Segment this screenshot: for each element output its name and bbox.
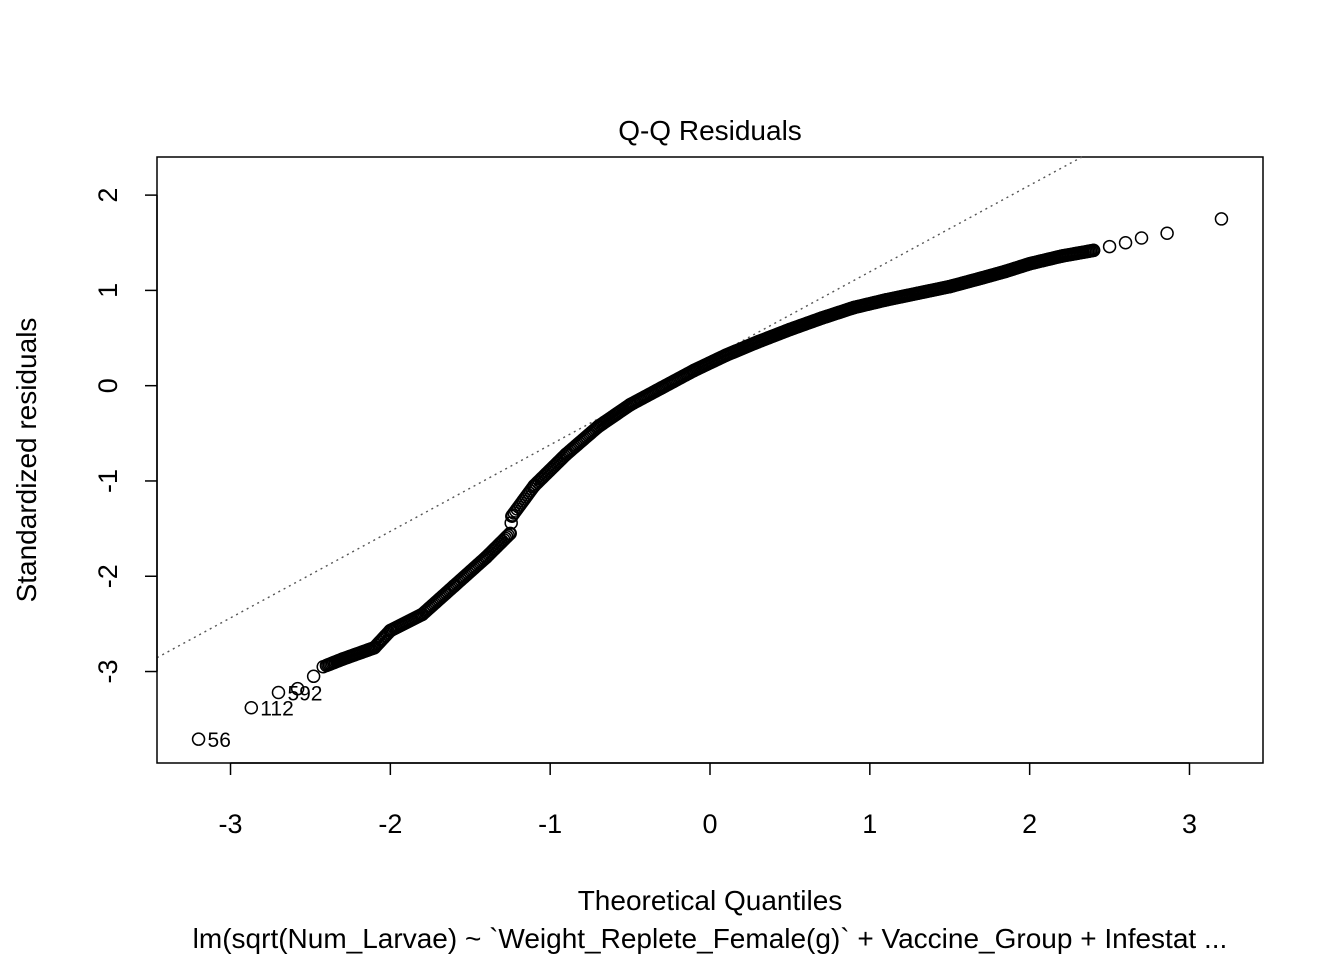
data-point bbox=[1134, 231, 1149, 245]
x-axis-label: Theoretical Quantiles bbox=[578, 885, 843, 916]
data-point bbox=[244, 700, 259, 715]
y-tick-label: -2 bbox=[93, 564, 123, 588]
point-id-label: 592 bbox=[287, 682, 322, 705]
x-tick-label: 3 bbox=[1182, 809, 1197, 839]
x-tick-label: 1 bbox=[862, 809, 877, 839]
x-tick-label: -1 bbox=[538, 809, 562, 839]
reference-line-layer bbox=[156, 156, 1083, 659]
x-tick-label: -2 bbox=[378, 809, 402, 839]
data-point bbox=[290, 681, 305, 696]
data-point bbox=[498, 531, 513, 546]
data-point bbox=[1214, 212, 1229, 226]
y-axis-label: Standardized residuals bbox=[11, 318, 42, 603]
data-point bbox=[504, 516, 518, 530]
point-id-label: 56 bbox=[208, 729, 231, 752]
data-point bbox=[1118, 236, 1133, 250]
data-point bbox=[502, 527, 517, 541]
model-formula-subtitle: lm(sqrt(Num_Larvae) ~ `Weight_Replete_Fe… bbox=[193, 923, 1228, 954]
y-axis: -3 -2 -1 0 1 2 bbox=[93, 188, 158, 684]
chart-title: Q-Q Residuals bbox=[618, 115, 802, 146]
reference-line bbox=[156, 156, 1083, 659]
point-id-label: 112 bbox=[260, 698, 293, 721]
x-tick-label: 2 bbox=[1022, 809, 1037, 839]
data-points-layer bbox=[191, 212, 1229, 746]
y-tick-label: 0 bbox=[93, 378, 123, 393]
y-tick-label: -3 bbox=[93, 660, 123, 684]
y-tick-label: 2 bbox=[93, 188, 123, 203]
x-tick-label: 0 bbox=[702, 809, 717, 839]
x-tick-label: -3 bbox=[219, 809, 243, 839]
y-tick-label: -1 bbox=[93, 469, 123, 493]
data-point bbox=[1102, 239, 1117, 254]
data-point bbox=[501, 528, 515, 543]
data-point bbox=[1160, 226, 1174, 240]
y-tick-label: 1 bbox=[93, 283, 123, 298]
data-point bbox=[500, 530, 514, 544]
x-axis: -3 -2 -1 0 1 2 3 bbox=[219, 762, 1197, 839]
data-point bbox=[1086, 243, 1101, 258]
data-point bbox=[271, 685, 286, 700]
data-point bbox=[306, 669, 321, 684]
data-point bbox=[191, 732, 206, 746]
